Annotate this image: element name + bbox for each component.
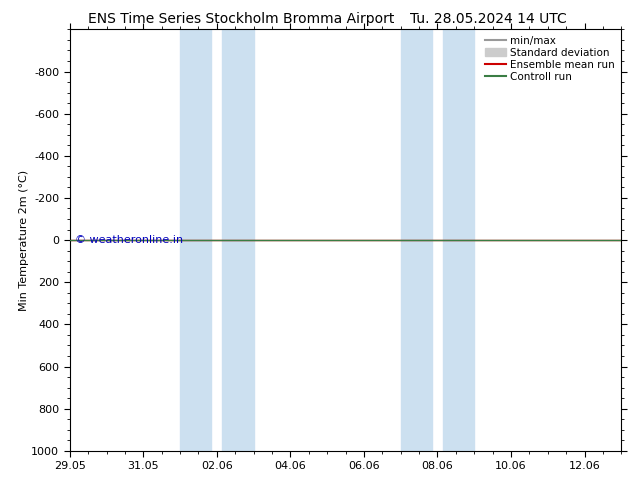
Bar: [223, 29, 254, 451]
Text: Tu. 28.05.2024 14 UTC: Tu. 28.05.2024 14 UTC: [410, 12, 567, 26]
Bar: [401, 29, 432, 451]
Bar: [443, 29, 474, 451]
Legend: min/max, Standard deviation, Ensemble mean run, Controll run: min/max, Standard deviation, Ensemble me…: [481, 31, 619, 86]
Text: © weatheronline.in: © weatheronline.in: [75, 235, 183, 245]
Y-axis label: Min Temperature 2m (°C): Min Temperature 2m (°C): [18, 170, 29, 311]
Bar: [180, 29, 211, 451]
Text: ENS Time Series Stockholm Bromma Airport: ENS Time Series Stockholm Bromma Airport: [87, 12, 394, 26]
